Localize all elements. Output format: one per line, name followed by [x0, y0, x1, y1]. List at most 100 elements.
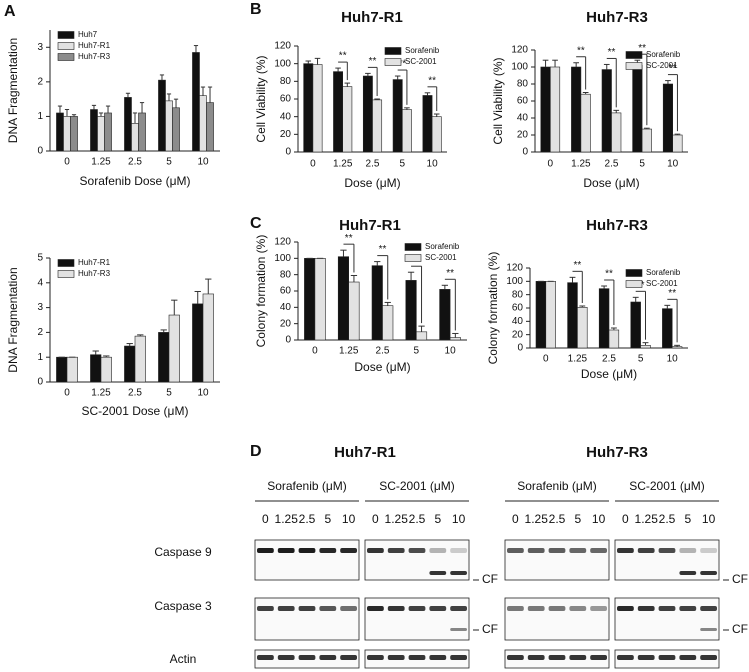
- error-bar: [64, 109, 70, 117]
- blot-band: [658, 655, 676, 660]
- error-bar: [407, 271, 415, 281]
- blot-band: [637, 606, 655, 611]
- legend-swatch: [625, 62, 643, 70]
- legend-swatch: [625, 269, 643, 277]
- blot-group-label: SC-2001 (μM): [629, 479, 705, 493]
- blot-band: [298, 606, 316, 611]
- y-tick-label: 100: [274, 58, 291, 69]
- error-bar: [71, 114, 77, 117]
- significance-label: **: [339, 51, 347, 62]
- bar: [337, 256, 349, 341]
- error-bar: [542, 59, 549, 67]
- bar: [392, 79, 403, 153]
- error-bar: [171, 299, 178, 316]
- blot-group-label: SC-2001 (μM): [379, 479, 455, 493]
- blot-title: Huh7-R3: [586, 444, 648, 461]
- cf-label: CF: [482, 622, 498, 636]
- x-tick-label: 1.25: [91, 388, 111, 399]
- panel-label: C: [250, 215, 262, 232]
- y-tick-label: 100: [274, 253, 291, 264]
- blot-frame: [614, 597, 720, 641]
- y-tick-label: 3: [37, 302, 43, 313]
- blot-band: [408, 655, 426, 660]
- error-bar: [642, 342, 649, 346]
- blot-band: [340, 655, 357, 660]
- bar: [611, 112, 622, 153]
- error-bar: [452, 332, 459, 338]
- blot-band: [700, 655, 717, 660]
- x-axis-title: Dose (μM): [344, 176, 400, 190]
- y-tick-label: 120: [274, 41, 291, 52]
- y-tick-label: 80: [280, 76, 292, 87]
- error-bar: [441, 284, 449, 290]
- significance-label: **: [369, 56, 377, 67]
- blot-band: [617, 548, 634, 553]
- significance-label: **: [668, 288, 676, 299]
- blot-group-label: Sorafenib (μM): [517, 479, 597, 493]
- x-tick-label: 0: [310, 159, 316, 170]
- blot-band: [257, 606, 274, 611]
- panel-label: A: [4, 3, 16, 20]
- blot-band: [257, 655, 274, 660]
- bar: [90, 109, 98, 152]
- bar: [97, 116, 105, 152]
- error-bar: [335, 67, 341, 72]
- significance-label: **: [398, 59, 406, 70]
- error-bar: [603, 63, 610, 70]
- bar: [608, 329, 620, 349]
- y-tick-label: 0: [517, 343, 523, 354]
- error-bar: [160, 329, 167, 333]
- error-bar: [193, 45, 199, 53]
- blot-frame: [504, 597, 610, 641]
- lane-label: 1.25: [275, 512, 299, 526]
- bar: [382, 305, 394, 341]
- x-tick-label: 1.25: [333, 159, 353, 170]
- y-axis-title: DNA Fragmentation: [6, 38, 20, 143]
- error-bar: [207, 86, 213, 103]
- bar: [598, 288, 610, 349]
- blot-band: [527, 655, 545, 660]
- bar: [549, 66, 561, 153]
- blot-row-label: Caspase 9: [154, 545, 212, 559]
- blot-band: [340, 606, 357, 611]
- legend-label: Huh7: [78, 30, 98, 39]
- y-tick-label: 0: [285, 147, 291, 158]
- error-bar: [552, 59, 558, 67]
- bar: [371, 265, 383, 341]
- bar: [662, 308, 673, 349]
- cf-label: CF: [732, 572, 748, 586]
- bar: [577, 307, 588, 349]
- blot-band: [340, 548, 357, 553]
- x-tick-label: 10: [667, 159, 679, 170]
- error-bar: [433, 113, 440, 117]
- error-bar: [665, 80, 671, 84]
- bar: [630, 301, 641, 349]
- y-tick-label: 60: [512, 303, 524, 314]
- bar: [662, 83, 673, 153]
- lane-label: 0: [512, 512, 519, 526]
- y-tick-label: 40: [512, 316, 524, 327]
- error-bar: [674, 133, 681, 135]
- chart-title: Huh7-R1: [339, 217, 401, 234]
- significance-label: **: [638, 43, 646, 54]
- bar: [206, 102, 214, 152]
- x-tick-label: 10: [667, 354, 679, 365]
- blot-band: [679, 655, 697, 660]
- blot-band: [700, 606, 717, 611]
- y-tick-label: 4: [37, 277, 43, 288]
- blot-frame: [254, 597, 360, 641]
- lane-label: 2.5: [409, 512, 426, 526]
- y-tick-label: 40: [517, 113, 529, 124]
- error-bar: [91, 104, 97, 110]
- y-tick-label: 20: [280, 318, 292, 329]
- blot-band: [679, 606, 697, 611]
- cf-label: CF: [482, 572, 498, 586]
- bar: [90, 354, 102, 383]
- bar: [632, 65, 643, 153]
- y-tick-label: 40: [280, 111, 292, 122]
- y-tick-label: 80: [280, 269, 292, 280]
- blot-row-label: Caspase 3: [154, 599, 212, 613]
- legend-swatch: [625, 280, 643, 288]
- bar: [405, 280, 417, 341]
- y-tick-label: 5: [37, 253, 43, 264]
